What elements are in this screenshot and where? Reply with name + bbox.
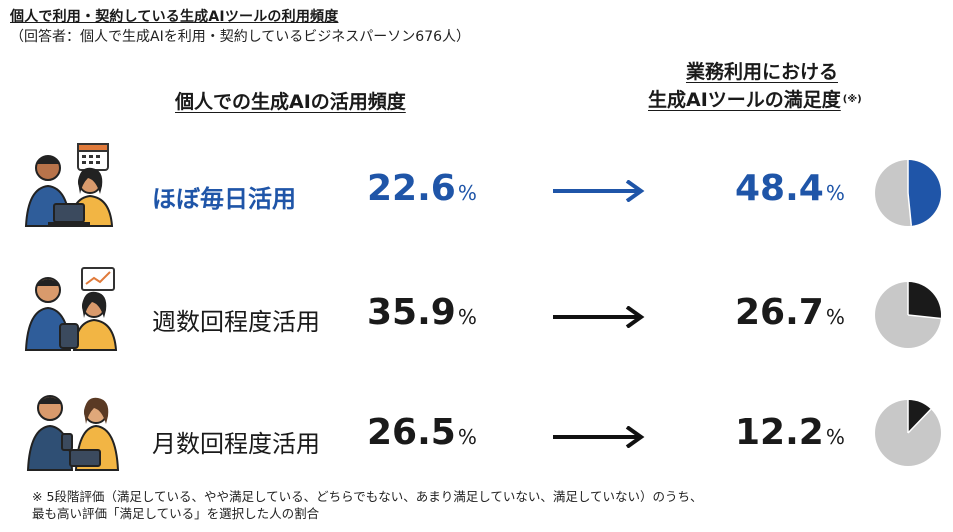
people-with-tablet-icon [24,267,118,351]
arrow-right-icon [553,306,645,328]
pie-slice-satisfied [908,400,931,433]
percent-unit: % [457,305,477,329]
percent-unit: % [457,181,477,205]
frequency-label: 月数回程度活用 [152,430,320,458]
footnote-line-1: ※ 5段階評価（満足している、やや満足している、どちらでもない、あまり満足してい… [32,489,703,504]
usage-percentage: 35.9% [367,292,477,333]
arrow-right-icon [553,426,645,448]
satisfaction-pie [875,400,941,466]
satisfaction-value: 12.2 [735,412,824,453]
satisfaction-percentage: 48.4% [735,168,845,209]
people-with-phone-icon [26,395,120,471]
satisfaction-percentage: 26.7% [735,292,845,333]
row-weekly: 週数回程度活用 35.9% 26.7% [0,264,953,364]
satisfaction-value: 48.4 [735,168,824,209]
usage-percentage: 22.6% [367,168,477,209]
column-header-satisfaction-line1: 業務利用における [685,61,838,83]
frequency-label: 週数回程度活用 [152,308,320,336]
usage-value: 35.9 [367,292,456,333]
pie-slice-divider [907,192,913,226]
usage-value: 22.6 [367,168,456,209]
satisfaction-value: 26.7 [735,292,824,333]
satisfaction-percentage: 12.2% [735,412,845,453]
arrow-right-icon [553,180,645,202]
people-with-laptop-calendar-icon [24,143,114,227]
pie-slice-divider [907,408,932,434]
satisfaction-pie [875,282,941,348]
satisfaction-pie [875,160,941,226]
frequency-label: ほぼ毎日活用 [152,185,296,213]
percent-unit: % [457,425,477,449]
percent-unit: % [825,305,845,329]
column-header-usage-frequency: 個人での生成AIの活用頻度 [175,91,406,113]
pie-slice-satisfied [908,282,941,319]
page-subtitle: （回答者：個人で生成AIを利用・契約しているビジネスパーソン676人） [10,29,471,45]
footnote-line-2: 最も高い評価「満足している」を選択した人の割合 [32,506,320,521]
page-title: 個人で利用・契約している生成AIツールの利用頻度 [10,9,339,25]
percent-unit: % [825,181,845,205]
row-daily: ほぼ毎日活用 22.6% 48.4% [0,140,953,240]
row-monthly: 月数回程度活用 26.5% 12.2% [0,384,953,484]
usage-percentage: 26.5% [367,412,477,453]
usage-value: 26.5 [367,412,456,453]
column-header-satisfaction: 業務利用における 生成AIツールの満足度 (※) [648,58,898,114]
footnote-marker: (※) [842,94,862,105]
percent-unit: % [825,425,845,449]
footnote: ※ 5段階評価（満足している、やや満足している、どちらでもない、あまり満足してい… [32,488,703,522]
pie-slice-satisfied [908,160,941,226]
column-header-satisfaction-line2: 生成AIツールの満足度 [648,89,841,111]
pie-slice-divider [907,314,941,320]
